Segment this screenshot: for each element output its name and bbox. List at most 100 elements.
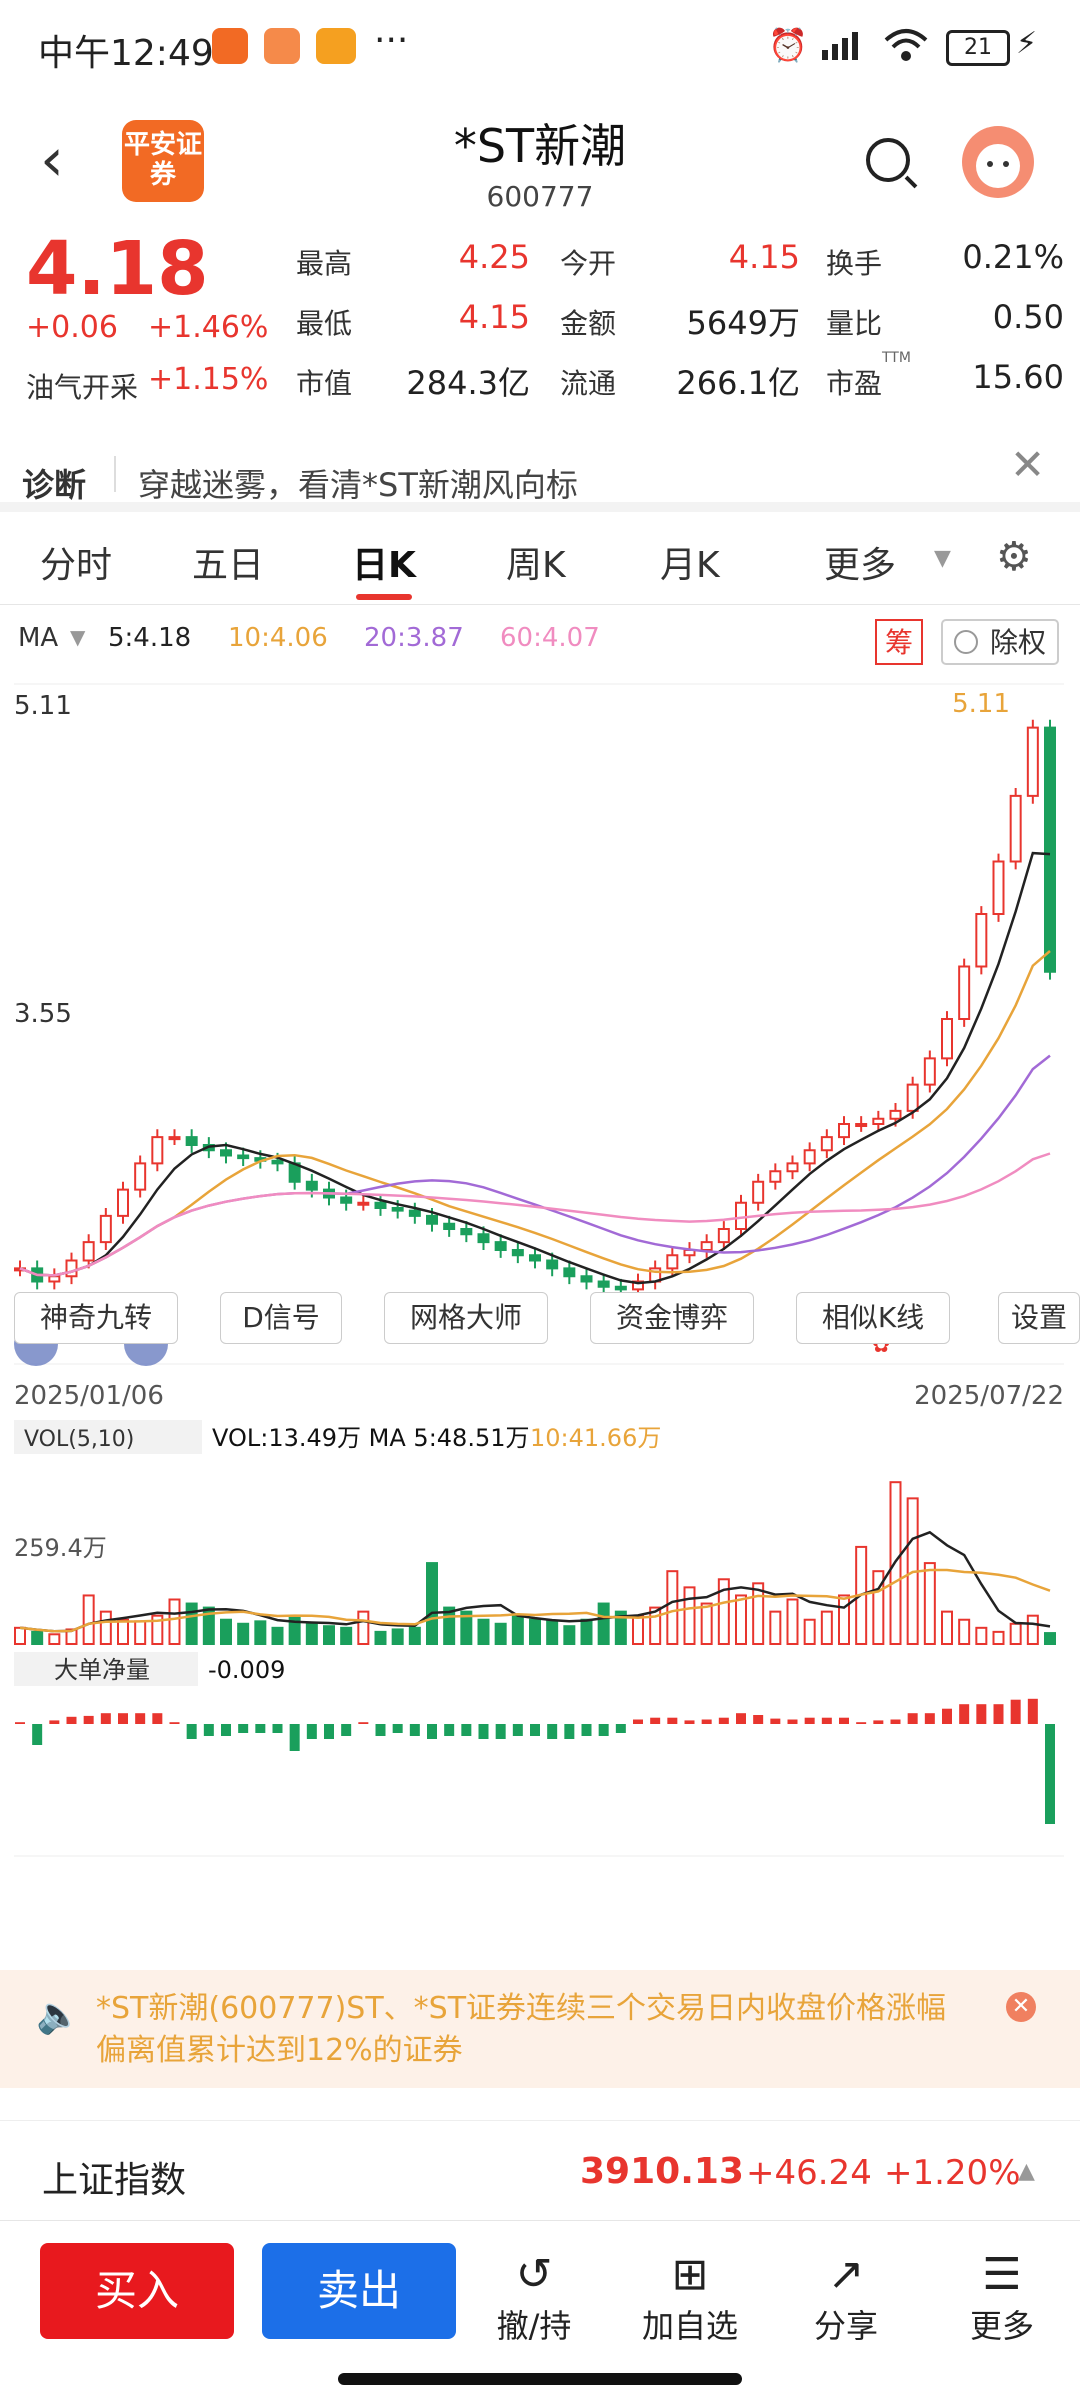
tool-settings[interactable]: 设置 <box>998 1292 1080 1344</box>
net-volume-bar <box>49 1720 60 1724</box>
volume-bar <box>683 1586 696 1646</box>
volume-bar <box>820 1610 833 1645</box>
risk-notice[interactable]: 🔈 *ST新潮(600777)ST、*ST证券连续三个交易日内收盘价格涨幅偏离值… <box>0 1970 1080 2088</box>
price-change-pct: +1.46% <box>148 310 269 345</box>
more-button[interactable]: ☰ 更多 <box>942 2249 1062 2347</box>
tool-fund-game[interactable]: 资金博弈 <box>590 1292 754 1344</box>
share-icon: ↗ <box>827 2249 865 2300</box>
ex-rights-label: 除权 <box>990 626 1046 659</box>
volume-bar <box>700 1602 713 1646</box>
net-volume-bar <box>770 1718 781 1724</box>
net-volume-bar <box>581 1724 592 1736</box>
candle <box>391 1207 404 1212</box>
tab-daily-k[interactable]: 日K <box>352 545 416 586</box>
volume-bar <box>82 1594 95 1645</box>
volume-bar <box>838 1594 850 1645</box>
wifi-icon <box>884 28 928 66</box>
alarm-icon: ⏰ <box>768 26 808 64</box>
ma10-line <box>19 950 1051 1277</box>
tab-minute[interactable]: 分时 <box>40 545 113 586</box>
gear-icon[interactable]: ⚙ <box>996 534 1032 580</box>
broker-logo[interactable]: 平安证券 <box>122 120 204 202</box>
candle <box>151 1136 164 1165</box>
kline-chart[interactable]: MA ▼ 5:4.18 10:4.06 20:3.87 60:4.07 筹 除权 5.11 3.5… <box>0 604 1080 1880</box>
volume-bar <box>735 1594 747 1645</box>
status-bar: 中午12:49 ··· ⏰ 21 ⚡ <box>0 0 1080 96</box>
buy-button[interactable]: 买入 <box>40 2243 234 2339</box>
candle <box>477 1233 490 1244</box>
net-volume-bar <box>324 1724 334 1739</box>
candle <box>1044 726 1056 973</box>
net-volume-bar <box>633 1719 643 1724</box>
candle <box>889 1109 902 1120</box>
volume-bar <box>323 1625 335 1646</box>
cancel-hold-icon: ↺ <box>515 2249 553 2300</box>
candle <box>408 1209 421 1217</box>
net-volume-bar <box>221 1724 231 1736</box>
close-notice-icon[interactable]: ✕ <box>1006 1992 1036 2022</box>
volume-bar <box>443 1606 456 1645</box>
volume-bar <box>1044 1632 1056 1645</box>
ma20-legend: 20:3.87 <box>364 623 464 653</box>
volume-bar <box>597 1602 610 1646</box>
chevron-down-icon[interactable]: ▼ <box>934 546 951 571</box>
volume-bar <box>614 1610 627 1645</box>
kline-svg[interactable]: MA ▼ 5:4.18 10:4.06 20:3.87 60:4.07 筹 除权 5.11 3.5… <box>0 604 1080 1880</box>
share-button[interactable]: ↗ 分享 <box>786 2249 906 2347</box>
vol-ma10-line <box>19 1568 1051 1633</box>
candle <box>614 1285 627 1291</box>
ma5-legend: 5:4.18 <box>108 623 191 653</box>
sell-button[interactable]: 卖出 <box>262 2243 456 2339</box>
volume-bar <box>580 1618 593 1646</box>
net-volume-bar <box>461 1724 472 1736</box>
volume-bar <box>426 1562 438 1645</box>
volume-bar <box>752 1582 765 1645</box>
candle <box>494 1241 507 1251</box>
diagnosis-divider <box>114 456 116 492</box>
tab-weekly-k[interactable]: 周K <box>506 545 566 586</box>
tool-d-signal[interactable]: D信号 <box>220 1292 342 1344</box>
chip-label: 筹 <box>885 626 913 659</box>
net-volume-bar <box>272 1724 283 1733</box>
volume-bar <box>563 1625 576 1646</box>
cancel-hold-button[interactable]: ↺ 撤/持 <box>474 2249 594 2347</box>
tool-magic-nine[interactable]: 神奇九转 <box>14 1292 178 1344</box>
candle <box>237 1154 250 1160</box>
search-icon[interactable] <box>866 138 910 182</box>
tab-five-day[interactable]: 五日 <box>192 545 265 586</box>
assistant-avatar[interactable] <box>962 126 1034 198</box>
diagnosis-label: 诊断 <box>22 466 87 504</box>
close-icon[interactable]: ✕ <box>1010 440 1046 489</box>
sector-label[interactable]: 油气开采 <box>26 371 139 404</box>
candle <box>580 1275 593 1283</box>
price-axis-label: 5.11 <box>14 691 72 721</box>
candle <box>1009 794 1022 863</box>
stock-name: *ST新潮 <box>453 119 627 173</box>
net-volume-bar <box>306 1724 317 1739</box>
tool-similar-k[interactable]: 相似K线 <box>796 1292 950 1344</box>
promo-notification-icon <box>316 28 356 64</box>
chevron-up-icon[interactable]: ▲ <box>1018 2159 1035 2184</box>
diagnosis-banner[interactable]: 诊断 穿越迷雾，看清*ST新潮风向标 ✕ <box>0 410 1080 512</box>
net-indicator-label: 大单净量 <box>54 1656 150 1684</box>
net-volume-bar <box>495 1724 506 1739</box>
index-ticker[interactable]: 上证指数 3910.13 +46.24 +1.20% ▲ <box>0 2120 1080 2221</box>
quote-value: 0.50 <box>992 298 1064 336</box>
candle <box>460 1228 473 1236</box>
add-watchlist-button[interactable]: ⊞ 加自选 <box>630 2249 750 2347</box>
tab-more[interactable]: 更多 <box>824 545 897 586</box>
net-volume-bar <box>993 1704 1004 1724</box>
net-volume-bar <box>392 1724 403 1733</box>
net-volume-bar <box>924 1713 935 1724</box>
candle <box>632 1280 644 1291</box>
candle <box>271 1159 284 1165</box>
ma10-legend: 10:4.06 <box>228 623 328 653</box>
volume-bar <box>958 1618 971 1646</box>
back-button[interactable]: ‹ <box>40 125 64 195</box>
bottom-toolbar: 买入 卖出 ↺ 撤/持 ⊞ 加自选 ↗ 分享 ☰ 更多 <box>0 2220 1080 2401</box>
tab-monthly-k[interactable]: 月K <box>660 545 720 586</box>
net-readout: -0.009 <box>208 1656 285 1684</box>
ex-rights-button <box>941 619 1059 665</box>
net-volume-bar <box>427 1724 437 1739</box>
tool-grid-master[interactable]: 网格大师 <box>384 1292 548 1344</box>
